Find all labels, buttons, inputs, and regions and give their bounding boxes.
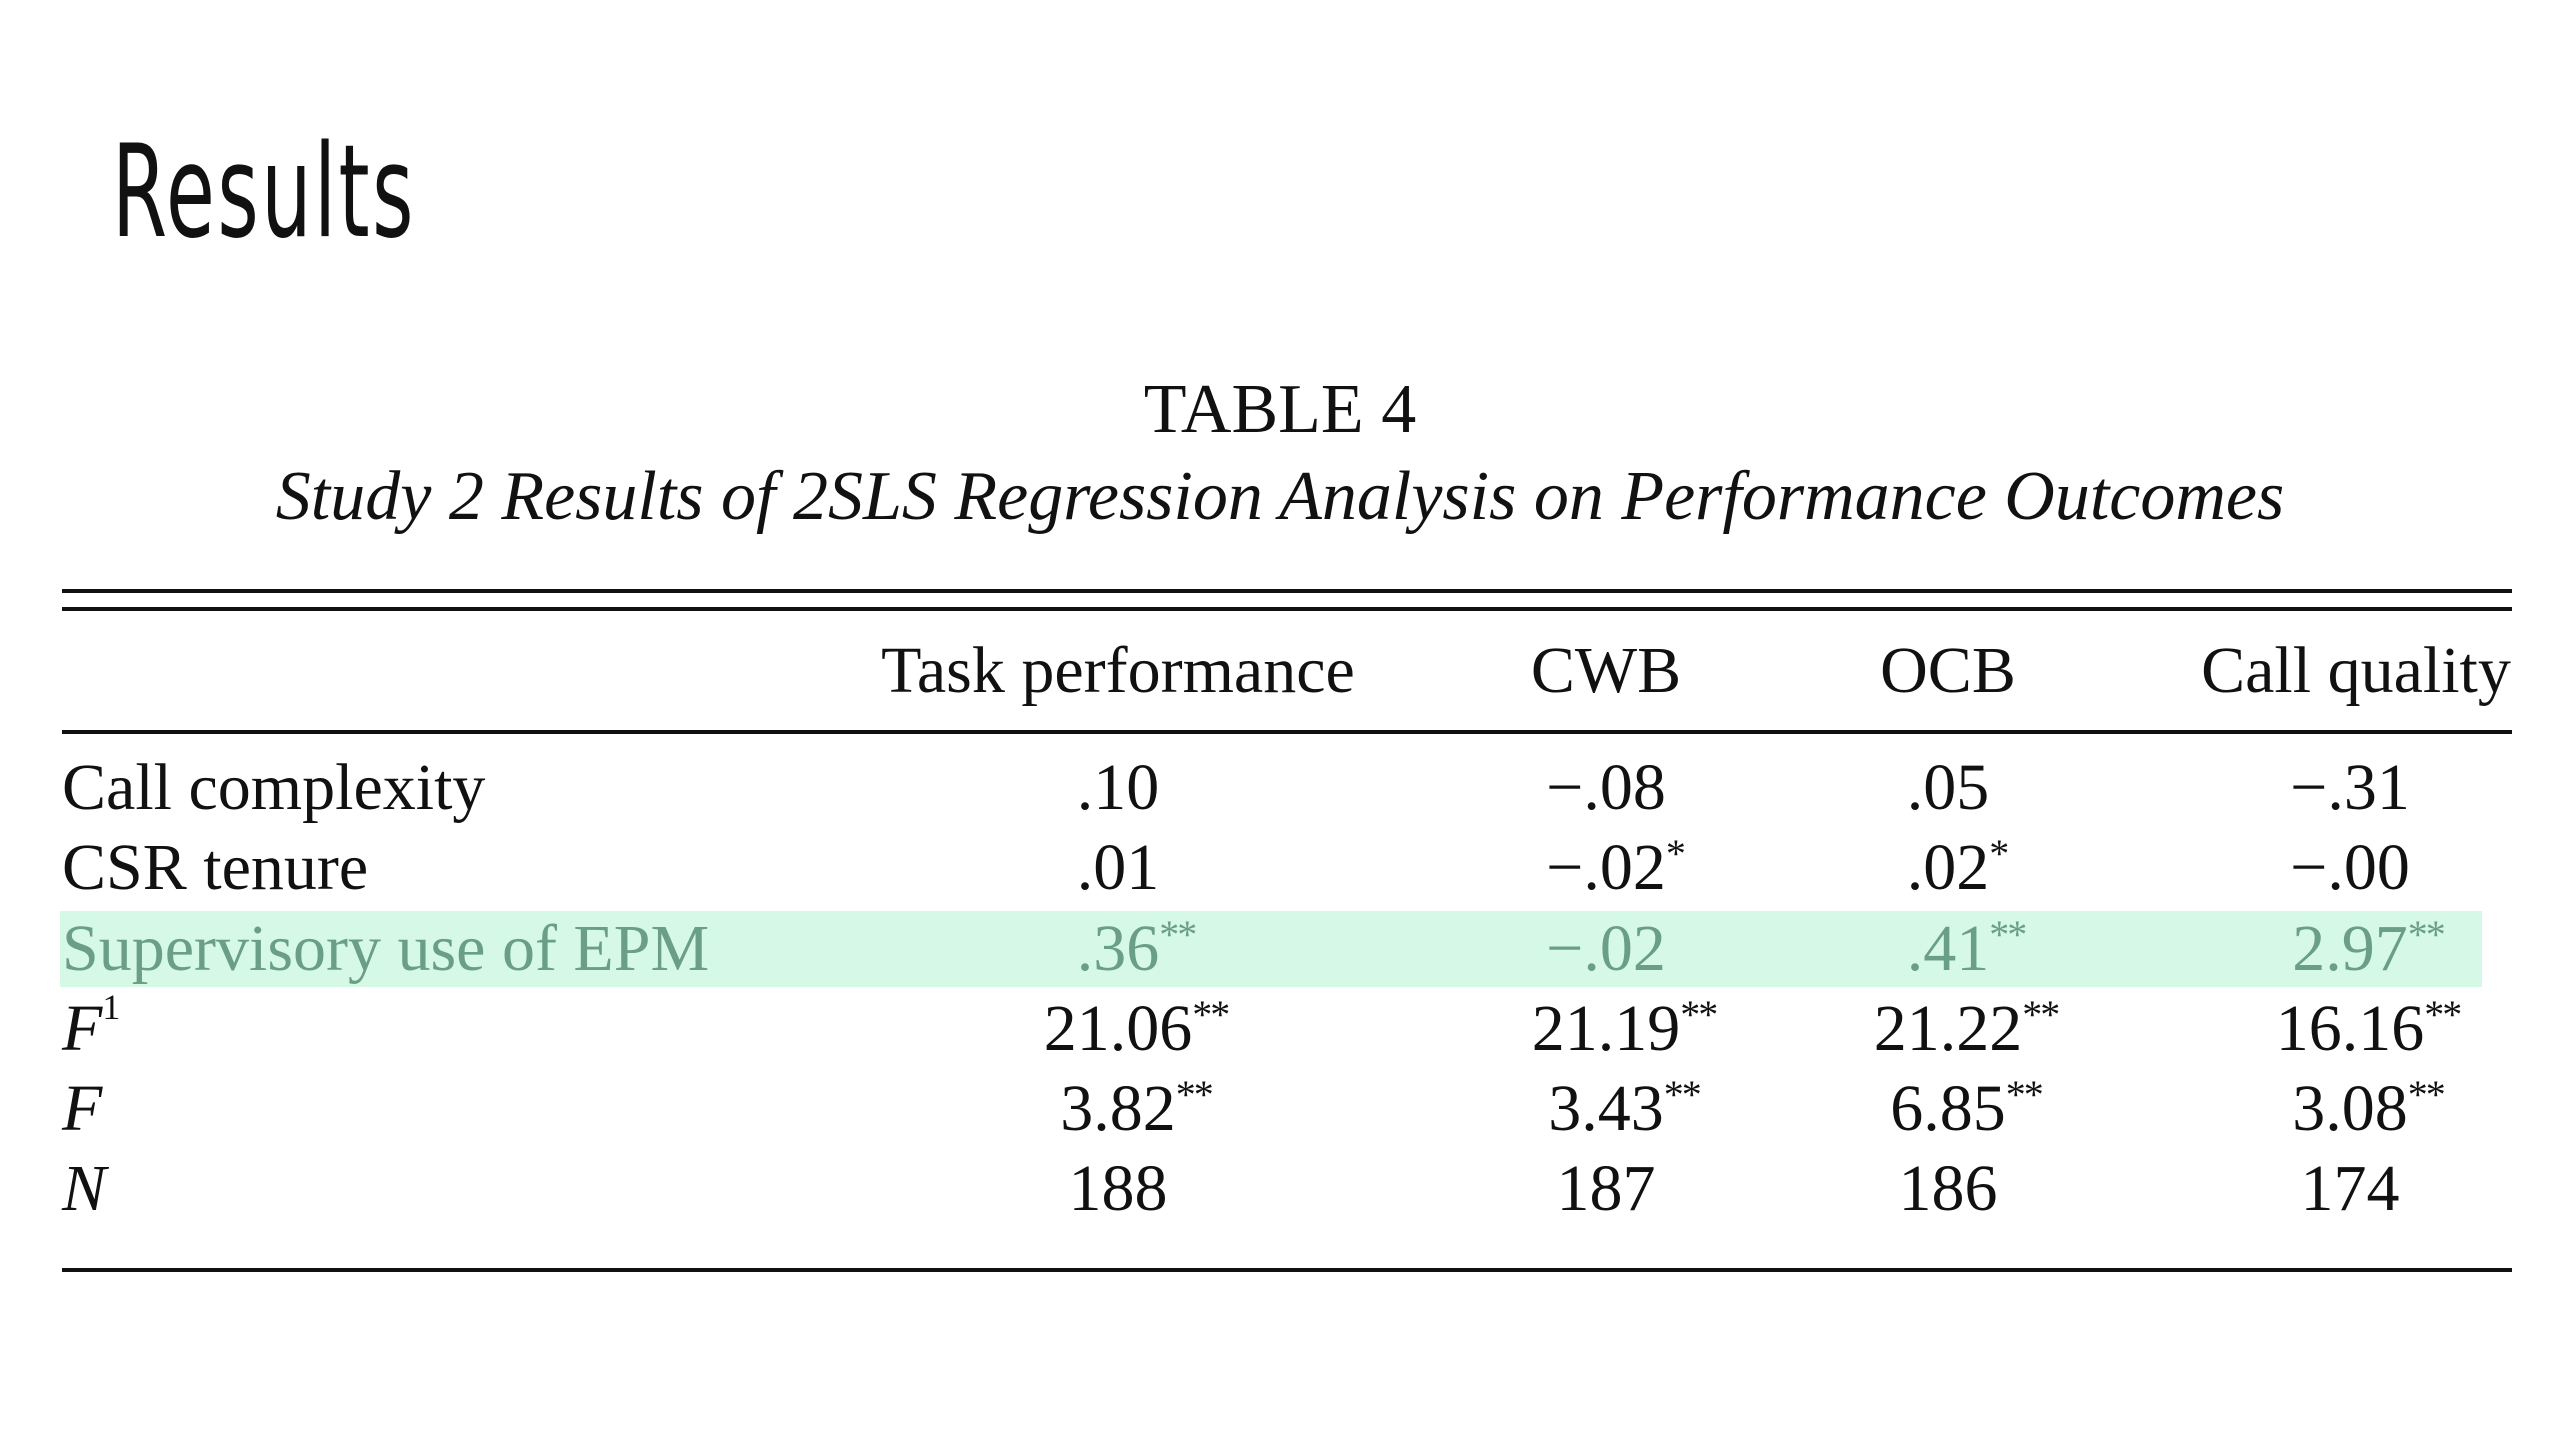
table-cell: 6.85 ** [1890, 1072, 2044, 1145]
table-number: TABLE 4 [1143, 371, 1417, 448]
row-label: N [62, 1152, 107, 1225]
table-cell: 3.82 ** [1060, 1072, 1214, 1145]
row-label: CSR tenure [62, 831, 369, 904]
table-header-row: Task performance CWB OCB Call quality [0, 631, 2560, 711]
row-label: F [62, 1072, 103, 1145]
table-cell: .36 ** [1076, 912, 1198, 985]
table-cell: 21.06 ** [1043, 992, 1231, 1065]
table-cell: .05 [1906, 751, 1990, 824]
table-cell: 186 [1898, 1152, 1998, 1225]
table-cell: −.02 * [1546, 831, 1686, 904]
table-cell: 21.22 ** [1873, 992, 2061, 1065]
column-header-cwb: CWB [1530, 634, 1682, 707]
table-cell: 174 [2300, 1152, 2400, 1225]
column-header-task-performance: Task performance [881, 634, 1355, 707]
column-header-call-quality: Call quality [2201, 634, 2511, 707]
table-top-rule [62, 589, 2512, 593]
column-header-ocb: OCB [1880, 634, 2016, 707]
table-cell: .02 * [1906, 831, 2010, 904]
table-cell: 187 [1556, 1152, 1656, 1225]
table-cell: −.00 [2290, 831, 2410, 904]
table-cell: 3.43 ** [1548, 1072, 1702, 1145]
table-cell: .10 [1076, 751, 1160, 824]
table-row-csr-tenure: CSR tenure .01 −.02 * .02 * −.00 [0, 828, 2560, 908]
table-top-rule-double [62, 607, 2512, 611]
slide-title: Results [112, 118, 416, 267]
superscript: 1 [102, 987, 121, 1027]
table-cell: −.02 [1546, 912, 1666, 985]
table-cell: −.31 [2290, 751, 2410, 824]
table-row-f: F 3.82 ** 3.43 ** 6.85 ** 3.08 ** [0, 1069, 2560, 1149]
table-row-call-complexity: Call complexity .10 −.08 .05 −.31 [0, 748, 2560, 828]
table-cell: .41 ** [1906, 912, 2028, 985]
table-cell: 3.08 ** [2292, 1072, 2446, 1145]
highlighted-row-background [60, 911, 2482, 987]
table-row-supervisory-use-of-epm: Supervisory use of EPM .36 ** −.02 .41 ** … [0, 909, 2560, 989]
row-label: Supervisory use of EPM [62, 912, 710, 985]
row-label: Call complexity [62, 751, 486, 824]
table-cell: 16.16 ** [2275, 992, 2463, 1065]
table-cell: 188 [1068, 1152, 1168, 1225]
table-header-rule [62, 730, 2512, 734]
table-cell: .01 [1076, 831, 1160, 904]
table-cell: −.08 [1546, 751, 1666, 824]
table-row-n: N 188 187 186 174 [0, 1149, 2560, 1229]
table-bottom-rule [62, 1268, 2512, 1272]
table-cell: 2.97 ** [2292, 912, 2446, 985]
table-subtitle: Study 2 Results of 2SLS Regression Analy… [275, 458, 2285, 535]
table-cell: 21.19 ** [1531, 992, 1719, 1065]
